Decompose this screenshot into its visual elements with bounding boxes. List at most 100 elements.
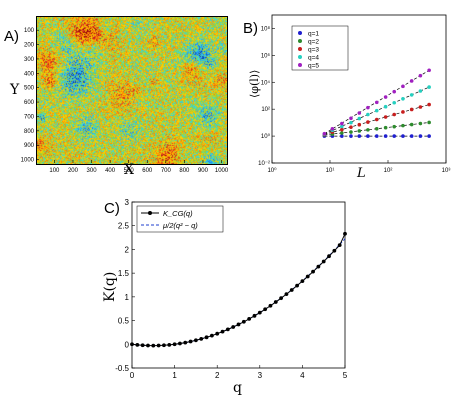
panel-c-kcg-point <box>327 254 331 259</box>
panel-b-point <box>366 105 370 110</box>
panel-c-kcg-point <box>316 264 321 269</box>
heatmap-ytick-label: 400 <box>24 71 35 77</box>
panel-c-xlabel: q <box>233 380 242 396</box>
panel-a-xlabel: X <box>124 162 134 178</box>
panel-c-kcg-point <box>311 269 315 274</box>
panel-b-point <box>401 123 405 128</box>
panel-b-point <box>401 110 405 114</box>
panel-b-point <box>340 131 344 135</box>
panel-b-ytick-label: 10⁸ <box>261 25 271 32</box>
panel-b-point <box>374 117 379 122</box>
panel-b-point <box>366 112 370 117</box>
panel-b-point <box>366 120 370 124</box>
panel-c-kcg-point <box>257 310 262 315</box>
panel-c-ytick-label: 1 <box>125 293 130 302</box>
heatmap-ytick-label: 1000 <box>21 158 35 164</box>
panel-b-xtick-label: 10² <box>384 168 393 174</box>
panel-b-point <box>340 134 344 138</box>
panel-b-point <box>322 131 327 136</box>
panel-c-kcg-point <box>172 342 177 347</box>
panel-b-point <box>409 134 414 138</box>
panel-c-kcg-point <box>156 343 161 348</box>
panel-c-kcg-point <box>231 325 236 329</box>
panel-b-point <box>383 95 388 99</box>
panel-c-kcg-point <box>236 322 241 327</box>
panel-b-ytick-label: 10⁶ <box>261 52 271 59</box>
panel-b-ytick-label: 10² <box>261 107 270 113</box>
panel-c-kcg-point <box>273 300 278 304</box>
panel-b-point <box>340 124 344 129</box>
legend-marker-q=5 <box>298 63 302 67</box>
panel-b-point <box>374 126 379 131</box>
panel-b-point <box>357 111 362 115</box>
panel-c-kcg-point <box>215 331 220 336</box>
panel-b-point <box>392 112 397 117</box>
panel-b-point <box>366 128 370 132</box>
panel-c-kcg-point <box>289 288 294 292</box>
panel-c-kcg-point <box>321 259 326 264</box>
heatmap-ytick-label: 100 <box>24 28 35 34</box>
panel-c-ytick-label: 2 <box>125 245 130 254</box>
heatmap-xtick-label: 200 <box>68 168 79 174</box>
panel-b-ytick-label: 10⁰ <box>261 133 271 140</box>
panel-a-ylabel: Y <box>10 82 20 98</box>
panel-c-xtick-label: 3 <box>258 371 263 380</box>
panel-c-kcg-point <box>162 343 166 348</box>
panel-c-kcg-point <box>263 307 268 312</box>
heatmap-xtick-label: 400 <box>105 168 116 174</box>
panel-c-kcg-point <box>194 338 198 343</box>
panel-c-kcg-point <box>167 342 172 347</box>
panel-b-point <box>427 68 431 73</box>
panel-b-label: B) <box>243 20 258 37</box>
heatmap-xtick-label: 600 <box>142 168 153 174</box>
panel-b-point <box>374 108 379 113</box>
panel-a-label: A) <box>4 28 19 45</box>
panel-c-kcg-point <box>140 343 145 348</box>
legend-marker-q=3 <box>298 47 302 51</box>
panel-b-point <box>418 73 423 78</box>
panel-c-kcg-point <box>337 243 342 248</box>
panel-c-kcg-point <box>204 335 209 340</box>
panel-c-kcg-point <box>252 313 257 318</box>
panel-b-point <box>427 134 431 138</box>
panel-b-point <box>374 134 379 138</box>
panel-b-point <box>418 134 423 138</box>
legend-kcg-marker <box>148 211 152 215</box>
heatmap-xtick-label: 900 <box>198 168 209 174</box>
panel-c-kcg-point <box>199 336 204 341</box>
panel-c-ytick-label: 0 <box>125 340 130 349</box>
panel-b-point <box>374 100 379 105</box>
panel-b-point <box>409 93 414 97</box>
panel-c-kcg-point <box>135 342 140 347</box>
panel-b-point <box>392 100 397 105</box>
panel-c-ytick-label: -0.5 <box>115 364 129 373</box>
legend-label-q=3: q=3 <box>308 47 319 54</box>
panel-b-point <box>349 116 353 121</box>
panel-b-ytick-label: 10⁴ <box>261 79 271 86</box>
heatmap-ytick-label: 300 <box>24 57 35 63</box>
panel-b-point <box>401 134 405 138</box>
panel-b-point <box>349 134 353 138</box>
panel-b-point <box>349 125 353 129</box>
panel-b-point <box>409 122 414 127</box>
panel-c-kcg-point <box>300 279 305 284</box>
legend-marker-q=2 <box>298 39 302 43</box>
panel-b-point <box>427 102 431 107</box>
heatmap-ytick-label: 600 <box>24 100 35 106</box>
panel-b-point <box>349 120 353 125</box>
panel-b-point <box>383 104 388 109</box>
panel-c-kcg-point <box>305 274 310 279</box>
panel-b-point <box>383 125 388 130</box>
panel-c-kcg-point <box>295 283 299 288</box>
panel-a-heatmap <box>36 16 228 165</box>
heatmap-ytick-label: 900 <box>24 143 35 149</box>
panel-b-point <box>418 105 423 109</box>
panel-b-point <box>401 97 405 101</box>
legend-label-q=4: q=4 <box>308 55 319 62</box>
panel-c-xtick-label: 4 <box>300 371 305 380</box>
panel-c-kcg-point <box>247 317 252 321</box>
panel-b-xtick-label: 10³ <box>442 168 451 174</box>
panel-b-point <box>383 134 388 138</box>
panel-c-kcg-point <box>332 248 337 253</box>
panel-b-point <box>392 124 397 129</box>
